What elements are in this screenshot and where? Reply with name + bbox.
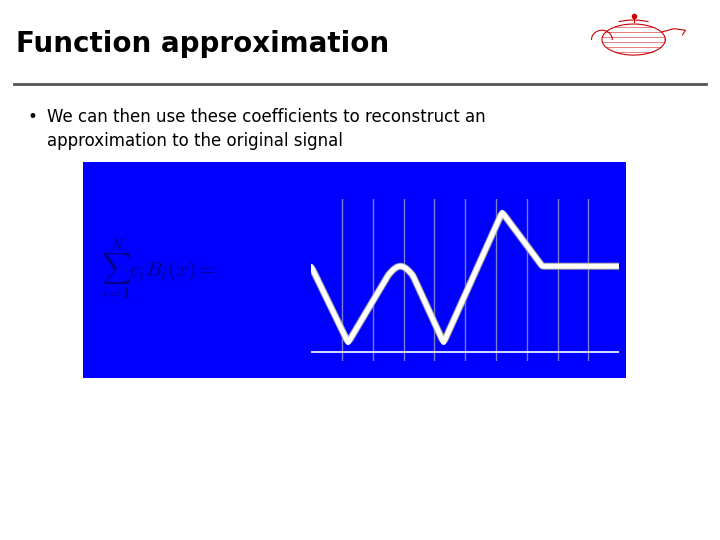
- Text: We can then use these coefficients to reconstruct an: We can then use these coefficients to re…: [47, 108, 485, 126]
- Text: approximation to the original signal: approximation to the original signal: [47, 132, 343, 150]
- Text: Function approximation: Function approximation: [16, 30, 389, 58]
- Text: $\sum_{i=1}^{N} c_i B_i(x) =$: $\sum_{i=1}^{N} c_i B_i(x) =$: [101, 238, 216, 302]
- FancyBboxPatch shape: [83, 162, 626, 378]
- Text: •: •: [27, 108, 37, 126]
